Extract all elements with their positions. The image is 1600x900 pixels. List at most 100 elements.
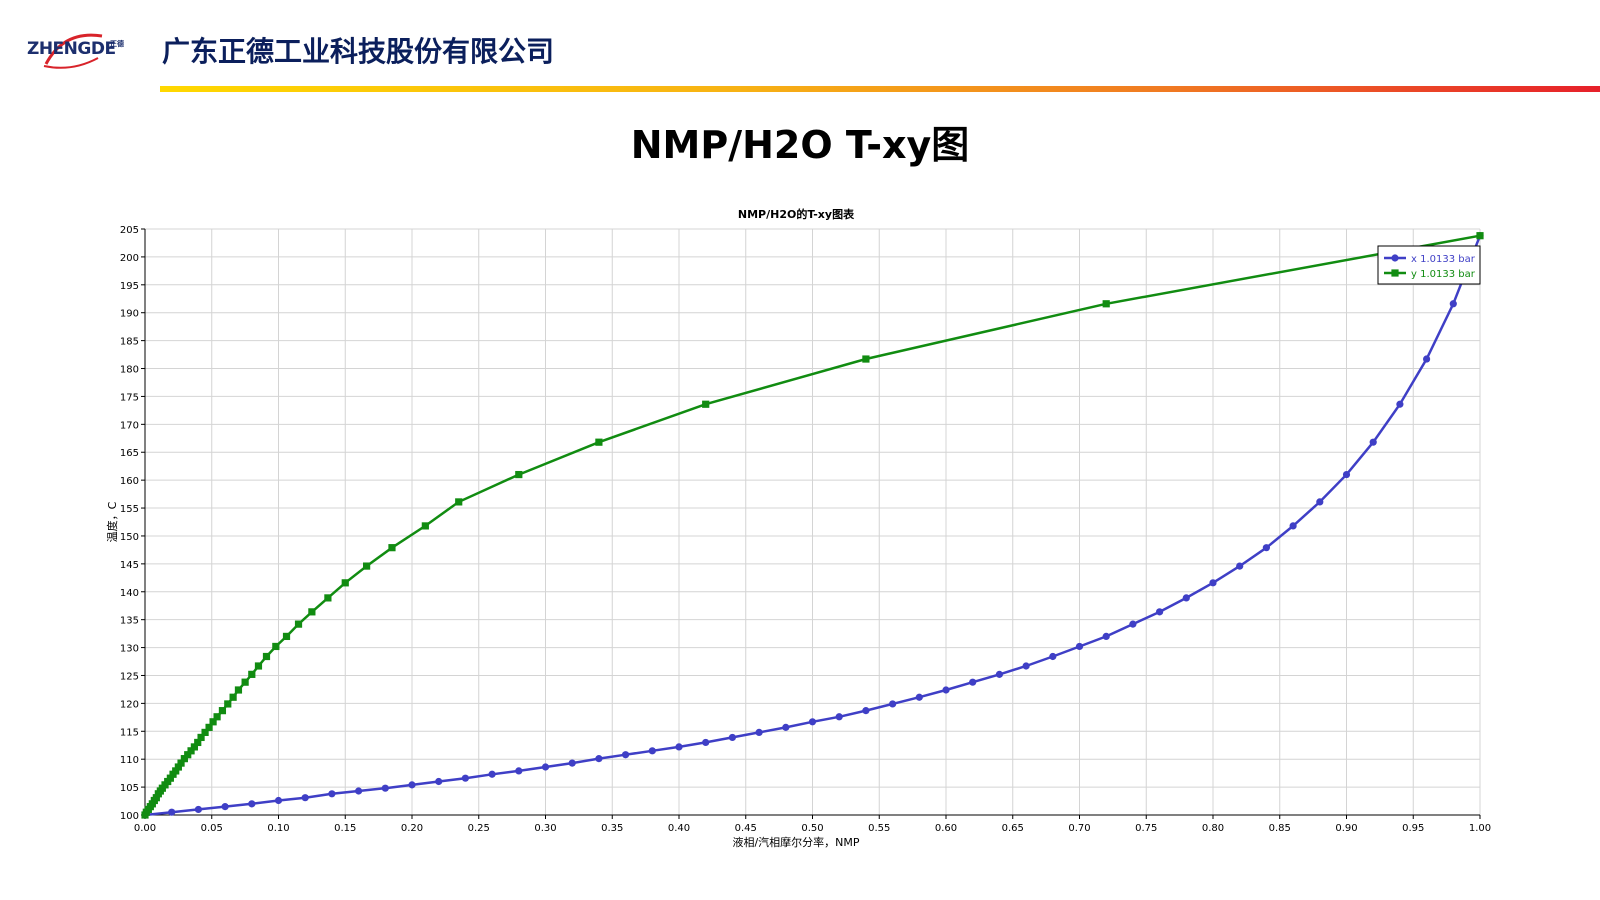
data-point-x [889,700,897,708]
y-tick-label: 110 [120,755,139,766]
y-tick-label: 105 [120,783,139,794]
data-point-x [808,718,817,726]
legend-marker [1391,269,1399,277]
x-tick-label: 0.75 [1135,823,1157,834]
data-point-y [177,759,185,767]
x-tick-label: 0.60 [935,823,957,834]
data-point-y [234,686,243,694]
data-point-y [187,747,195,755]
data-point-y [205,723,213,731]
data-point-x [862,707,870,715]
x-tick-label: 0.85 [1269,823,1291,834]
y-tick-label: 140 [120,588,139,599]
x-tick-label: 0.50 [801,823,823,834]
data-point-x [301,794,309,802]
y-tick-label: 160 [120,476,139,487]
data-point-y [190,743,198,751]
data-point-y [229,693,237,701]
data-point-y [363,562,371,570]
data-point-x [1156,608,1164,616]
legend-label: y 1.0133 bar [1411,269,1476,280]
data-point-x [942,686,950,694]
data-point-y [248,670,256,678]
data-point-x [1075,642,1084,651]
logo-text: ZHENGDE [27,39,116,59]
data-point-y [308,608,316,616]
x-tick-label: 0.35 [601,823,623,834]
data-point-x [488,770,496,778]
data-point-x [1182,594,1190,602]
data-point-x [194,805,202,814]
x-tick-label: 0.80 [1202,823,1224,834]
y-tick-label: 165 [120,448,139,459]
data-point-x [702,738,710,747]
data-point-y [166,774,174,782]
data-point-x [435,777,443,786]
data-point-y [515,470,523,479]
chart-legend: x 1.0133 bar y 1.0133 bar [1377,245,1481,285]
chart-axes: 0.00 0.05 0.10 0.15 0.20 0.25 0.30 0.35 0.40 0.45… [120,225,1491,834]
y-axis-label: 温度，C [105,501,119,542]
data-point-x [1369,438,1377,446]
data-point-x [1262,544,1270,552]
x-tick-label: 0.45 [735,823,757,834]
x-tick-label: 1.00 [1469,823,1491,834]
legend-box [1377,245,1481,285]
data-point-x [1342,470,1351,479]
legend-label: x 1.0133 bar [1411,254,1476,265]
y-tick-label: 115 [120,727,139,738]
data-point-y [595,438,603,446]
data-point-y [174,763,182,771]
data-point-y [197,733,205,742]
data-point-x [248,800,256,808]
data-point-x [408,781,416,789]
data-point-y [254,662,263,670]
y-tick-label: 175 [120,392,139,403]
data-point-x [1236,562,1244,570]
legend-marker [1391,254,1399,262]
slide-title: NMP/H2O T-xy图 [630,123,970,167]
data-point-y [201,728,209,737]
data-point-x [1209,579,1217,587]
data-point-x [728,733,737,742]
y-tick-label: 195 [120,281,139,292]
y-tick-label: 145 [120,560,139,571]
logo-swoosh-icon [43,33,103,69]
data-point-y [862,355,870,363]
header-gradient-bar [160,86,1600,92]
data-point-x [568,759,576,767]
chart-series [141,232,1484,819]
x-tick-label: 0.20 [401,823,423,834]
data-point-y [1102,300,1110,308]
data-point-y [209,718,217,726]
data-point-x [595,755,603,763]
x-tick-label: 0.70 [1068,823,1090,834]
data-point-x [1022,662,1030,670]
data-point-y [388,544,396,552]
data-point-x [1049,652,1057,661]
data-point-x [221,803,229,811]
data-point-y [152,794,160,802]
x-tick-label: 0.15 [334,823,356,834]
data-point-x [541,763,550,771]
data-point-y [272,642,280,651]
y-tick-label: 170 [120,420,139,431]
data-point-x [1396,400,1404,408]
data-point-y [241,678,249,686]
chart-title: NMP/H2O的T-xy图表 [738,207,855,221]
data-point-x [1449,300,1457,308]
data-point-y [294,620,303,628]
data-point-y [702,400,710,408]
x-tick-label: 0.55 [868,823,890,834]
y-tick-label: 180 [120,365,139,376]
data-point-x [915,693,923,701]
y-tick-label: 185 [120,337,139,348]
y-tick-label: 205 [120,225,139,236]
y-tick-label: 120 [120,699,139,710]
data-point-x [515,767,523,775]
data-point-x [381,784,389,792]
y-tick-label: 200 [120,253,139,264]
x-tick-label: 0.00 [134,823,156,834]
data-point-x [782,723,790,731]
